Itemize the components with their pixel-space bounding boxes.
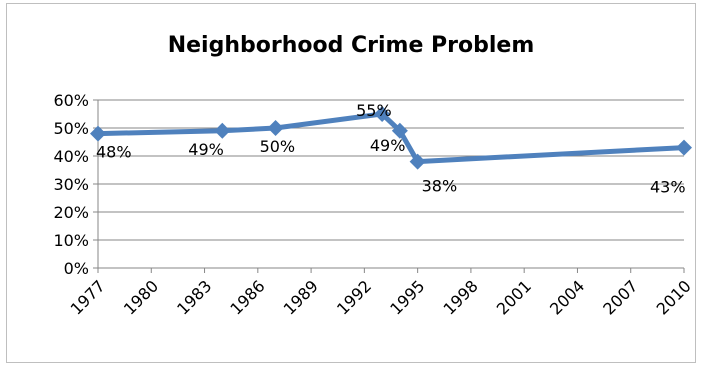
data-label: 48% xyxy=(96,143,132,162)
y-tick-label: 40% xyxy=(53,147,89,166)
x-tick-label: 1992 xyxy=(333,276,375,318)
data-label: 55% xyxy=(356,101,392,120)
data-point-marker xyxy=(214,122,231,139)
data-point-marker xyxy=(374,106,391,122)
y-tick-label: 0% xyxy=(64,259,89,278)
x-tick-label: 1983 xyxy=(173,276,215,318)
x-tick-label: 1986 xyxy=(226,276,268,318)
x-tick-label: 1989 xyxy=(280,276,322,318)
data-series xyxy=(90,106,692,170)
data-point-marker xyxy=(409,153,426,170)
data-point-marker xyxy=(391,122,408,139)
data-label: 49% xyxy=(188,140,224,159)
gridlines xyxy=(98,99,684,241)
y-tick-label: 10% xyxy=(53,231,89,250)
chart-title: Neighborhood Crime Problem xyxy=(167,33,535,58)
x-tick-label: 2004 xyxy=(546,276,588,318)
data-point-marker xyxy=(676,139,692,156)
y-tick-label: 60% xyxy=(53,91,89,110)
data-label: 43% xyxy=(650,178,686,197)
x-tick-label: 2010 xyxy=(653,276,695,318)
x-tick-label: 2001 xyxy=(493,276,535,318)
x-tick-label: 2007 xyxy=(599,276,641,318)
data-label: 38% xyxy=(422,177,458,196)
y-tick-label: 50% xyxy=(53,119,89,138)
data-point-marker xyxy=(267,120,284,136)
data-labels: 48% 49% 50% 55% 49% 38% 43% xyxy=(96,101,686,197)
x-tick-label: 1998 xyxy=(440,276,482,318)
data-label: 49% xyxy=(370,136,406,155)
chart-frame xyxy=(6,3,696,363)
axes: 0% 10% 20% 30% 40% 50% 60% 1977 1980 1983 1986 1989… xyxy=(53,91,694,319)
x-tick-label: 1980 xyxy=(120,276,162,318)
y-tick-label: 20% xyxy=(53,203,89,222)
x-tick-label: 1977 xyxy=(67,276,109,318)
y-tick-label: 30% xyxy=(53,175,89,194)
x-tick-label: 1995 xyxy=(386,276,428,318)
data-label: 50% xyxy=(260,137,296,156)
data-point-marker xyxy=(90,125,106,142)
